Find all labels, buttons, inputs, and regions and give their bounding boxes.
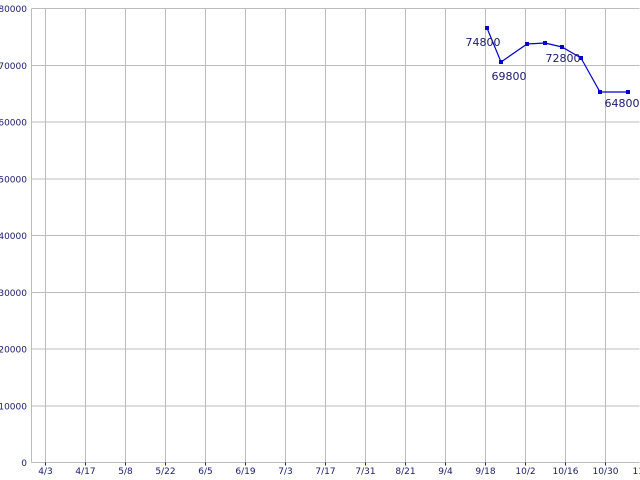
y-axis-labels: 0 10000 20000 30000 40000 50000 60000 70000 8000… bbox=[0, 5, 27, 469]
x-axis-tick-label: 4/3 bbox=[38, 467, 52, 477]
x-axis-tick-label: 9/4 bbox=[438, 467, 453, 477]
x-axis-tick-label: 10/16 bbox=[553, 467, 579, 477]
x-axis-tick-label: 7/3 bbox=[278, 467, 292, 477]
data-point-marker bbox=[525, 42, 529, 46]
data-point-marker bbox=[485, 26, 489, 30]
data-point-label: 69800 bbox=[492, 70, 527, 83]
x-axis-labels: 4/3 4/17 5/8 5/22 6/5 6/19 7/3 7/17 7/31 8/21 9/4 9… bbox=[38, 467, 640, 477]
x-axis-tick-label: 7/31 bbox=[355, 467, 375, 477]
data-point-label: 64800 bbox=[605, 97, 640, 110]
data-point-markers bbox=[485, 26, 630, 94]
x-axis-tick-label: 6/19 bbox=[235, 467, 255, 477]
y-axis-tick-label: 20000 bbox=[0, 346, 27, 356]
x-axis-tick-label: 8/21 bbox=[395, 467, 415, 477]
data-point-marker bbox=[598, 90, 602, 94]
y-axis-tick-label: 10000 bbox=[0, 402, 27, 412]
data-point-marker bbox=[543, 41, 547, 45]
x-axis-tick-label: 7/17 bbox=[315, 467, 335, 477]
data-point-annotations: 74800 69800 72800 64800 bbox=[466, 36, 640, 110]
data-point-marker bbox=[579, 56, 583, 60]
x-axis-tick-label: 9/18 bbox=[475, 467, 495, 477]
x-axis-tick-label: 4/17 bbox=[75, 467, 95, 477]
x-axis-tick-label: 10/2 bbox=[515, 467, 535, 477]
data-series bbox=[486, 27, 628, 93]
y-axis-tick-label: 60000 bbox=[0, 119, 27, 129]
x-axis-tick-label: 10/30 bbox=[593, 467, 619, 477]
data-point-marker bbox=[626, 90, 630, 94]
series-line-price bbox=[486, 27, 628, 93]
data-point-label: 72800 bbox=[546, 52, 581, 65]
x-axis-tick-label: 5/22 bbox=[155, 467, 175, 477]
x-axis-tick-label: 5/8 bbox=[118, 467, 133, 477]
y-axis-tick-label: 30000 bbox=[0, 289, 27, 299]
y-axis-tick-label: 80000 bbox=[0, 5, 27, 15]
data-point-marker bbox=[499, 60, 503, 64]
x-axis-tick-label: 6/5 bbox=[198, 467, 212, 477]
y-axis-tick-label: 70000 bbox=[0, 62, 27, 72]
data-point-marker bbox=[560, 45, 564, 49]
y-axis-tick-label: 40000 bbox=[0, 232, 27, 242]
data-point-label: 74800 bbox=[466, 36, 501, 49]
x-axis-tick-label: 11/13 bbox=[633, 467, 640, 477]
y-axis-tick-label: 0 bbox=[21, 459, 27, 469]
gridlines bbox=[31, 8, 640, 466]
y-axis-tick-label: 50000 bbox=[0, 175, 27, 185]
